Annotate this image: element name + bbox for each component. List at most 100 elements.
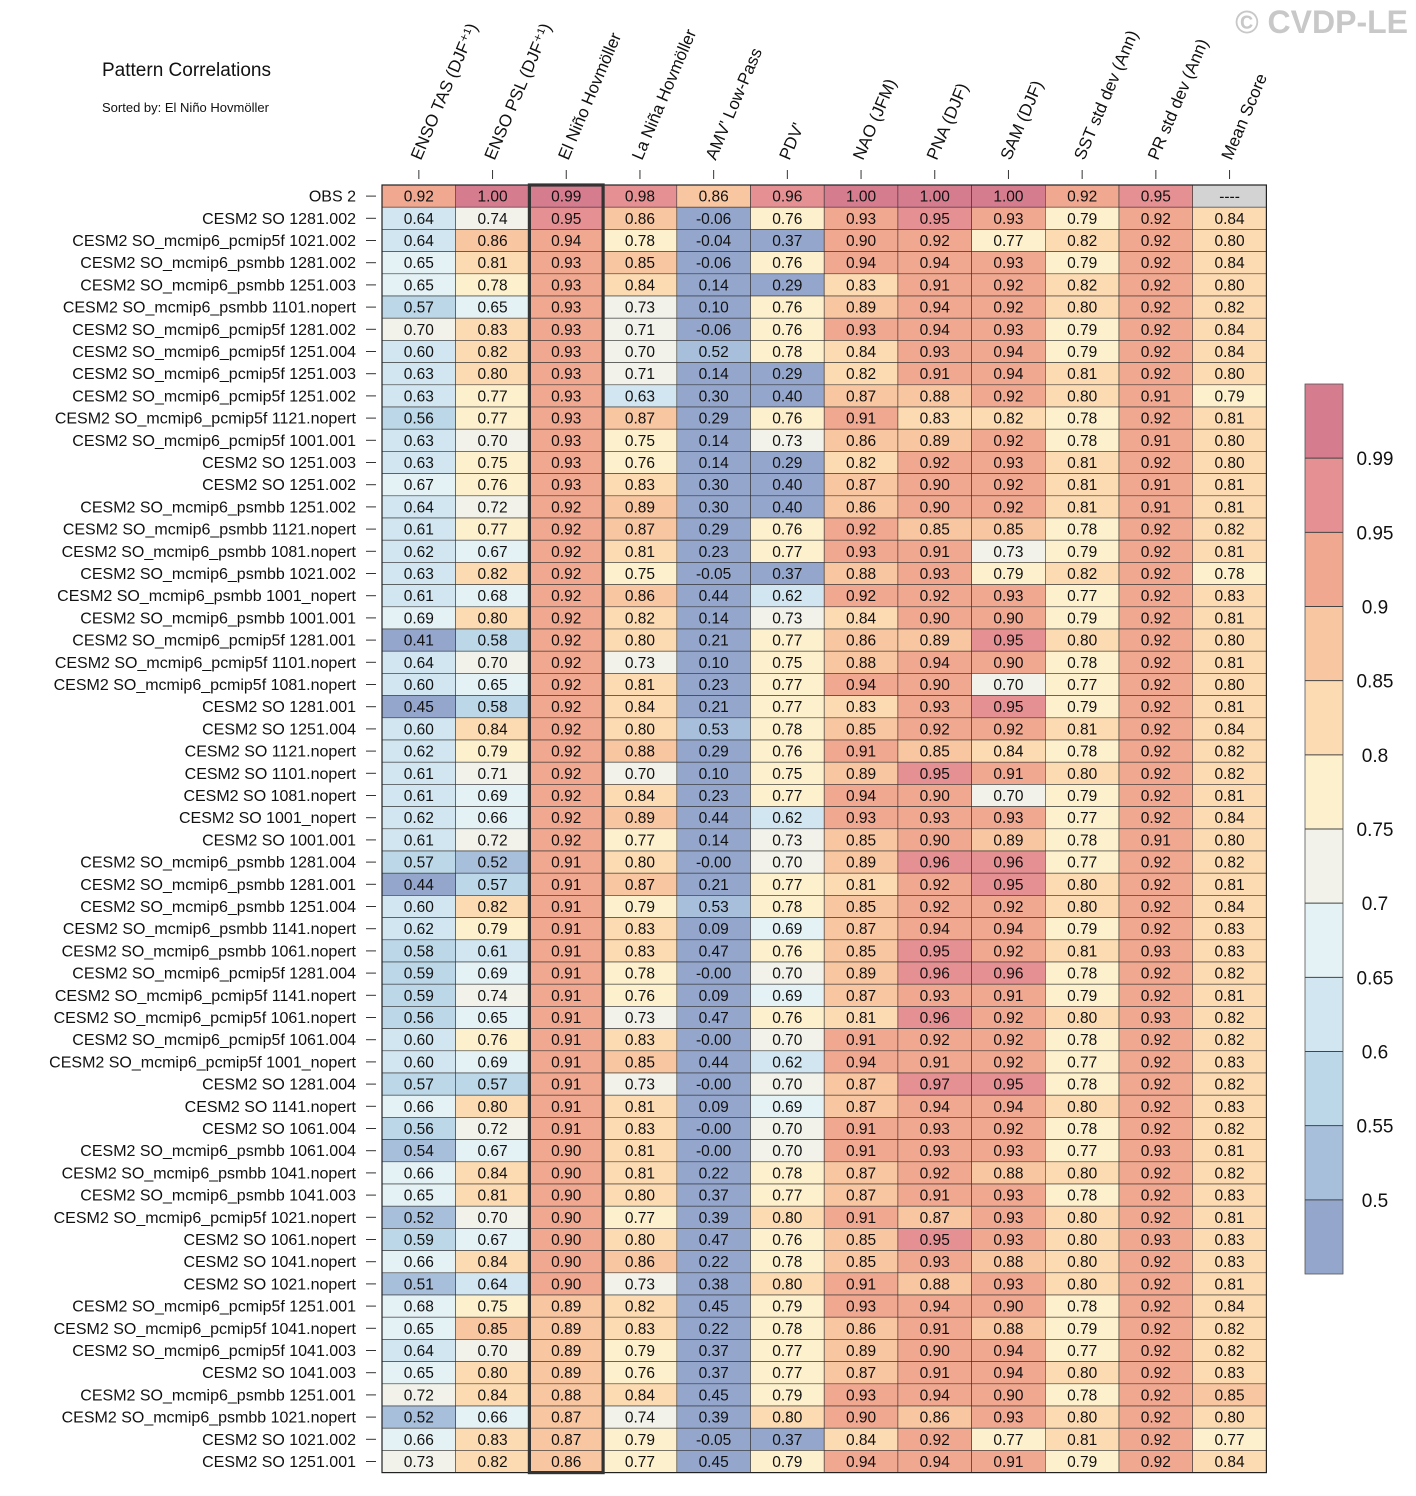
cell-value-label: 0.93: [993, 1210, 1023, 1227]
cell-value-label: 0.77: [625, 1454, 655, 1471]
cell-value-label: 0.91: [1141, 477, 1171, 494]
cell-value-label: 0.89: [551, 1321, 581, 1338]
cell-value-label: 0.83: [1214, 943, 1244, 960]
row-label: CESM2 SO_mcmip6_pcmip5f 1281.004: [72, 966, 356, 983]
cell-value-label: 0.95: [993, 877, 1023, 894]
cell-value-label: 0.92: [551, 788, 581, 805]
column-header: Mean Score: [1218, 71, 1271, 163]
row-label: CESM2 SO 1251.003: [202, 455, 356, 472]
cell-value-label: 0.59: [404, 1232, 434, 1249]
cell-value-label: 0.81: [625, 677, 655, 694]
cell-value-label: 0.85: [846, 899, 876, 916]
cell-value-label: 0.92: [920, 1165, 950, 1182]
cell-value-label: 0.91: [551, 855, 581, 872]
colorbar-segment: [1305, 606, 1343, 681]
cell-value-label: 0.61: [477, 943, 507, 960]
colorbar-segment: [1305, 829, 1343, 904]
cell-value-label: 0.78: [1067, 411, 1097, 428]
cell-value-label: 0.52: [477, 855, 507, 872]
cell-value-label: -0.00: [696, 1032, 732, 1049]
cell-value-label: 0.89: [846, 966, 876, 983]
row-label: CESM2 SO 1251.002: [202, 477, 356, 494]
cell-value-label: 0.79: [1214, 388, 1244, 405]
cell-value-label: 0.58: [477, 699, 507, 716]
cell-value-label: 0.91: [993, 1454, 1023, 1471]
cell-value-label: 0.89: [625, 499, 655, 516]
row-label: CESM2 SO 1081.nopert: [183, 788, 356, 805]
cell-value-label: 0.47: [699, 943, 729, 960]
cell-value-label: 0.88: [993, 1254, 1023, 1271]
cell-value-label: 0.91: [920, 1365, 950, 1382]
cell-value-label: 0.80: [1067, 1010, 1098, 1027]
cell-value-label: 0.93: [993, 211, 1023, 228]
cell-value-label: 0.91: [920, 1054, 950, 1071]
cell-value-label: 0.14: [699, 366, 730, 383]
row-label: CESM2 SO_mcmip6_pcmip5f 1141.nopert: [55, 988, 357, 1005]
row-label: CESM2 SO_mcmip6_pcmip5f 1041.003: [72, 1343, 356, 1360]
cell-value-label: 0.09: [699, 988, 729, 1005]
cell-value-label: 0.92: [1141, 411, 1171, 428]
cell-value-label: 0.93: [1141, 1232, 1171, 1249]
cell-value-label: 0.61: [404, 766, 434, 783]
colorbar-tick-label: 0.8: [1362, 746, 1388, 767]
row-label: CESM2 SO_mcmip6_pcmip5f 1021.002: [72, 233, 356, 250]
cell-value-label: 0.92: [1141, 1077, 1171, 1094]
cell-value-label: 0.70: [772, 1121, 803, 1138]
cell-value-label: 0.91: [1141, 832, 1171, 849]
cell-value-label: 0.83: [625, 1321, 655, 1338]
cell-value-label: 0.82: [1214, 1321, 1244, 1338]
cell-value-label: 0.78: [477, 277, 507, 294]
cell-value-label: 0.79: [993, 566, 1023, 583]
cell-value-label: 0.70: [772, 966, 803, 983]
cell-value-label: 0.90: [846, 233, 877, 250]
cell-value-label: 0.77: [772, 699, 802, 716]
cell-value-label: 0.89: [920, 633, 950, 650]
cell-value-label: 0.88: [846, 566, 876, 583]
cell-value-label: 0.79: [1067, 1454, 1097, 1471]
cell-value-label: 0.80: [1067, 1254, 1098, 1271]
cell-value-label: 0.92: [1141, 455, 1171, 472]
row-label: CESM2 SO_mcmip6_psmbb 1021.002: [80, 566, 356, 583]
cell-value-label: 0.89: [993, 832, 1023, 849]
cell-value-label: 0.73: [404, 1454, 434, 1471]
colorbar-tick-label: 0.7: [1362, 894, 1388, 915]
cell-value-label: 0.96: [993, 966, 1023, 983]
cell-value-label: 0.85: [920, 744, 950, 761]
cell-value-label: 0.82: [1067, 566, 1097, 583]
cell-value-label: 0.91: [920, 1321, 950, 1338]
cell-value-label: 0.37: [772, 1432, 802, 1449]
cell-value-label: 0.21: [699, 877, 729, 894]
cell-value-label: 0.98: [625, 189, 655, 206]
cell-value-label: 0.93: [551, 366, 581, 383]
cell-value-label: 0.54: [404, 1143, 435, 1160]
cell-value-label: 0.90: [920, 677, 951, 694]
cell-value-label: 0.65: [404, 277, 434, 294]
cell-value-label: 0.44: [699, 810, 730, 827]
cell-value-label: 0.72: [477, 1121, 507, 1138]
cell-value-label: 0.84: [1214, 211, 1245, 228]
cell-value-label: 0.78: [1067, 832, 1097, 849]
cell-value-label: 0.92: [1141, 810, 1171, 827]
cell-value-label: 0.92: [993, 277, 1023, 294]
cell-value-label: 0.94: [846, 1054, 877, 1071]
cell-value-label: 0.92: [920, 899, 950, 916]
cell-value-label: 0.90: [846, 1410, 877, 1427]
cell-value-label: 0.69: [477, 788, 507, 805]
cell-value-label: 0.92: [1141, 322, 1171, 339]
row-label: CESM2 SO_mcmip6_psmbb 1001.001: [80, 610, 356, 627]
cell-value-label: 0.95: [1141, 189, 1171, 206]
cell-value-label: 0.77: [625, 1210, 655, 1227]
cell-value-label: 0.81: [1214, 877, 1244, 894]
cell-value-label: 0.44: [404, 877, 435, 894]
cell-value-label: 0.88: [920, 388, 950, 405]
cell-value-label: 0.40: [772, 499, 803, 516]
row-label: CESM2 SO_mcmip6_pcmip5f 1281.002: [72, 322, 356, 339]
cell-value-label: 0.63: [404, 366, 434, 383]
cell-value-label: 0.92: [1067, 189, 1097, 206]
row-label: CESM2 SO_mcmip6_pcmip5f 1061.004: [72, 1032, 356, 1049]
cell-value-label: -0.00: [696, 1121, 732, 1138]
cell-value-label: 0.94: [920, 921, 951, 938]
cell-value-label: 0.63: [404, 566, 434, 583]
cell-value-label: 0.78: [1214, 566, 1244, 583]
row-label: CESM2 SO_mcmip6_pcmip5f 1001.001: [72, 433, 356, 450]
